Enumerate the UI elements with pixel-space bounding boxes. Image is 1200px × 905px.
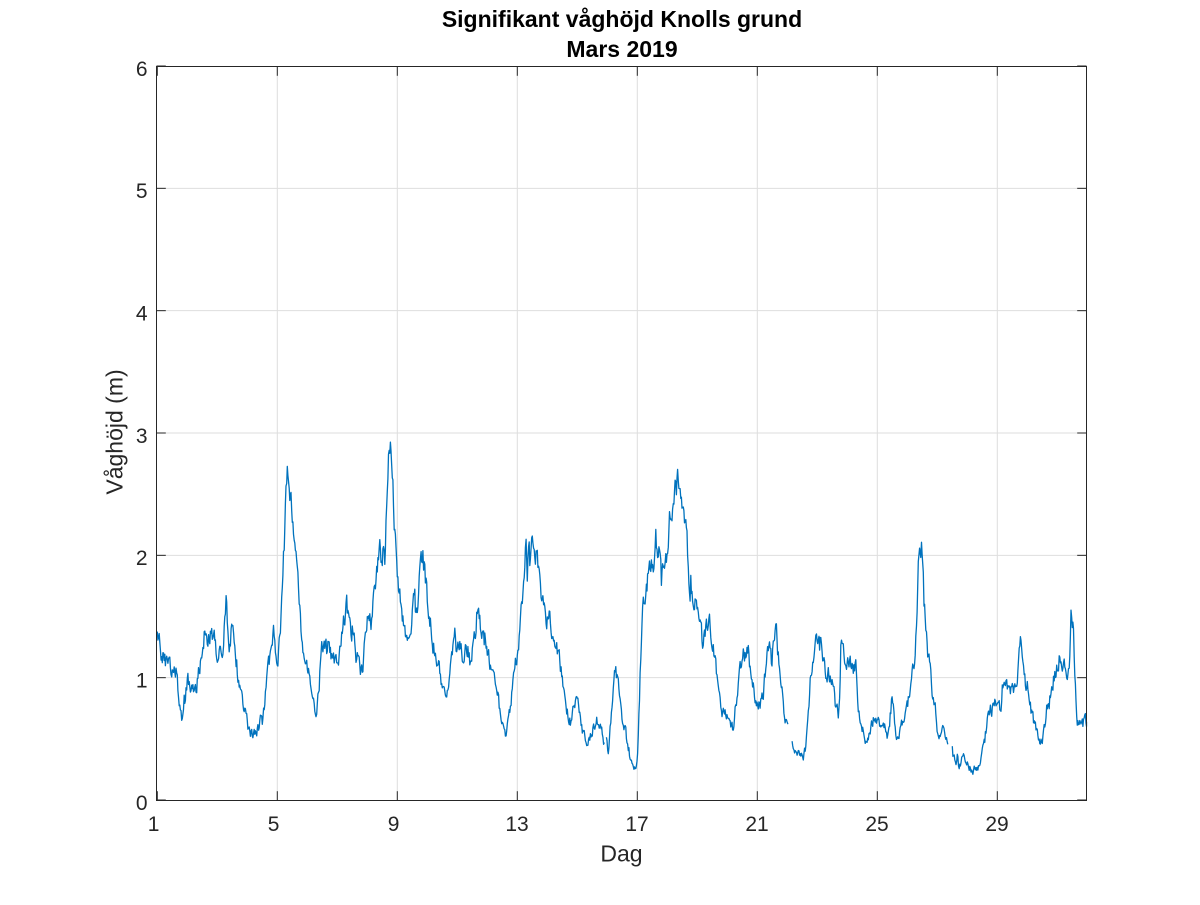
svg-text:3: 3 — [136, 425, 148, 448]
svg-text:Våghöjd (m): Våghöjd (m) — [102, 369, 128, 494]
svg-text:5: 5 — [136, 180, 148, 203]
svg-text:13: 13 — [505, 813, 528, 836]
svg-text:17: 17 — [625, 813, 648, 836]
svg-text:2: 2 — [136, 547, 148, 570]
svg-text:4: 4 — [136, 303, 148, 326]
svg-text:25: 25 — [865, 813, 888, 836]
svg-text:1: 1 — [148, 813, 160, 836]
svg-text:Dag: Dag — [600, 841, 642, 867]
svg-text:Mars 2019: Mars 2019 — [566, 36, 677, 62]
svg-text:29: 29 — [985, 813, 1008, 836]
svg-text:0: 0 — [136, 792, 148, 815]
svg-text:21: 21 — [745, 813, 768, 836]
svg-text:5: 5 — [268, 813, 280, 836]
svg-text:1: 1 — [136, 670, 148, 693]
svg-text:9: 9 — [388, 813, 400, 836]
svg-text:Signifikant våghöjd Knolls gru: Signifikant våghöjd Knolls grund — [442, 6, 802, 32]
svg-text:6: 6 — [136, 58, 148, 81]
